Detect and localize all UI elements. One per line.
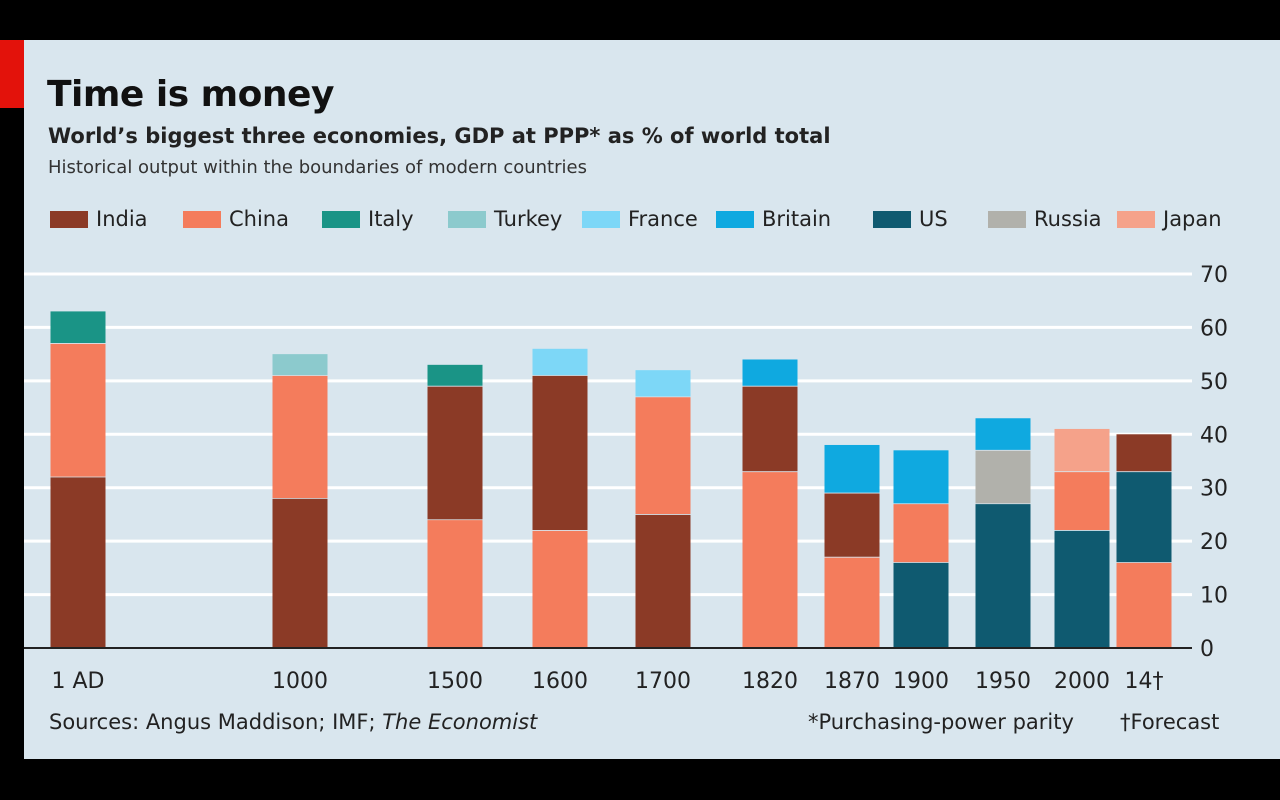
x-tick-label: 1500 [427, 669, 483, 694]
legend-label-china: China [229, 207, 289, 231]
bar-segment-us [975, 503, 1031, 648]
bar-segment-china [50, 343, 106, 478]
chart-subsubtitle: Historical output within the boundaries … [48, 157, 587, 178]
bar-segment-us [1054, 530, 1110, 648]
bar-segment-us [893, 562, 949, 648]
legend-label-britain: Britain [762, 207, 832, 231]
bar-segment-britain [975, 418, 1031, 451]
x-tick-label: 1870 [824, 669, 880, 694]
x-tick-label: 1 AD [52, 669, 105, 694]
legend: India China Italy Turkey France Britain US Russ… [0, 203, 1280, 237]
bar-segment-china [427, 519, 483, 648]
bar-segment-china [1116, 562, 1172, 648]
legend-swatch-italy [322, 210, 360, 228]
sources-italic: The Economist [382, 710, 538, 734]
bar-segment-india [824, 493, 880, 558]
x-tick-label: 1600 [532, 669, 588, 694]
bar-segment-france [635, 370, 691, 397]
bar-segment-india [742, 386, 798, 472]
legend-swatch-turkey [448, 210, 486, 228]
bar-segment-france [532, 348, 588, 376]
x-tick-label: 2000 [1054, 669, 1110, 694]
x-tick-label: 1950 [975, 669, 1031, 694]
y-tick-label: 60 [1200, 316, 1228, 341]
bar-segment-india [1116, 434, 1172, 472]
bar-segment-china [635, 396, 691, 515]
bar-segment-britain [824, 444, 880, 494]
y-tick-label: 0 [1200, 637, 1214, 662]
x-tick-label: 1900 [893, 669, 949, 694]
bar-segment-japan [1054, 428, 1110, 472]
bar-segment-turkey [272, 354, 328, 376]
legend-label-japan: Japan [1163, 207, 1222, 231]
brand-red-tab [0, 40, 24, 108]
y-tick-label: 40 [1200, 423, 1228, 448]
legend-item-turkey: Turkey [448, 203, 562, 235]
bar-segment-india [427, 386, 483, 520]
ppp-footnote: *Purchasing-power parity [808, 710, 1074, 734]
legend-item-france: France [582, 203, 698, 235]
bar-segment-china [742, 471, 798, 648]
bar-segment-russia [975, 450, 1031, 504]
legend-item-india: India [50, 203, 148, 235]
bar-segment-us [1116, 471, 1172, 563]
bar-segment-china [532, 530, 588, 648]
bar-segment-china [1054, 471, 1110, 531]
legend-item-russia: Russia [988, 203, 1102, 235]
bar-segment-india [272, 498, 328, 648]
bar-segment-india [532, 375, 588, 531]
bar-segment-italy [427, 364, 483, 387]
legend-swatch-us [873, 210, 911, 228]
y-tick-label: 20 [1200, 530, 1228, 555]
legend-swatch-russia [988, 210, 1026, 228]
bar-segment-china [824, 557, 880, 648]
bar-segment-china [893, 503, 949, 563]
x-tick-label: 1000 [272, 669, 328, 694]
legend-label-turkey: Turkey [494, 207, 563, 231]
legend-label-india: India [96, 207, 148, 231]
sources-prefix: Sources: Angus Maddison; IMF; [49, 710, 383, 734]
sources-note: Sources: Angus Maddison; IMF; The Econom… [49, 710, 537, 734]
legend-item-italy: Italy [322, 203, 414, 235]
legend-swatch-china [183, 210, 221, 228]
bar-segment-india [635, 514, 691, 648]
legend-label-russia: Russia [1034, 207, 1102, 231]
bar-segment-india [50, 477, 106, 648]
bar-segment-britain [893, 450, 949, 504]
chart-title: Time is money [47, 74, 334, 115]
legend-item-us: US [873, 203, 948, 235]
legend-item-china: China [183, 203, 289, 235]
legend-swatch-france [582, 210, 620, 228]
legend-label-us: US [919, 207, 948, 231]
legend-item-britain: Britain [716, 203, 831, 235]
legend-swatch-japan [1117, 210, 1155, 228]
legend-swatch-britain [716, 210, 754, 228]
y-tick-label: 50 [1200, 370, 1228, 395]
legend-item-japan: Japan [1117, 203, 1222, 235]
y-tick-label: 30 [1200, 477, 1228, 502]
forecast-footnote: †Forecast [1120, 710, 1220, 734]
legend-label-france: France [628, 207, 698, 231]
x-tick-label: 1700 [635, 669, 691, 694]
bar-segment-britain [742, 359, 798, 387]
legend-label-italy: Italy [368, 207, 414, 231]
legend-swatch-india [50, 210, 88, 228]
y-tick-label: 70 [1200, 263, 1228, 288]
y-tick-label: 10 [1200, 584, 1228, 609]
bar-segment-china [272, 375, 328, 499]
chart-subtitle: World’s biggest three economies, GDP at … [48, 124, 831, 148]
x-tick-label: 14† [1125, 669, 1164, 694]
x-tick-label: 1820 [742, 669, 798, 694]
bar-segment-italy [50, 311, 106, 344]
